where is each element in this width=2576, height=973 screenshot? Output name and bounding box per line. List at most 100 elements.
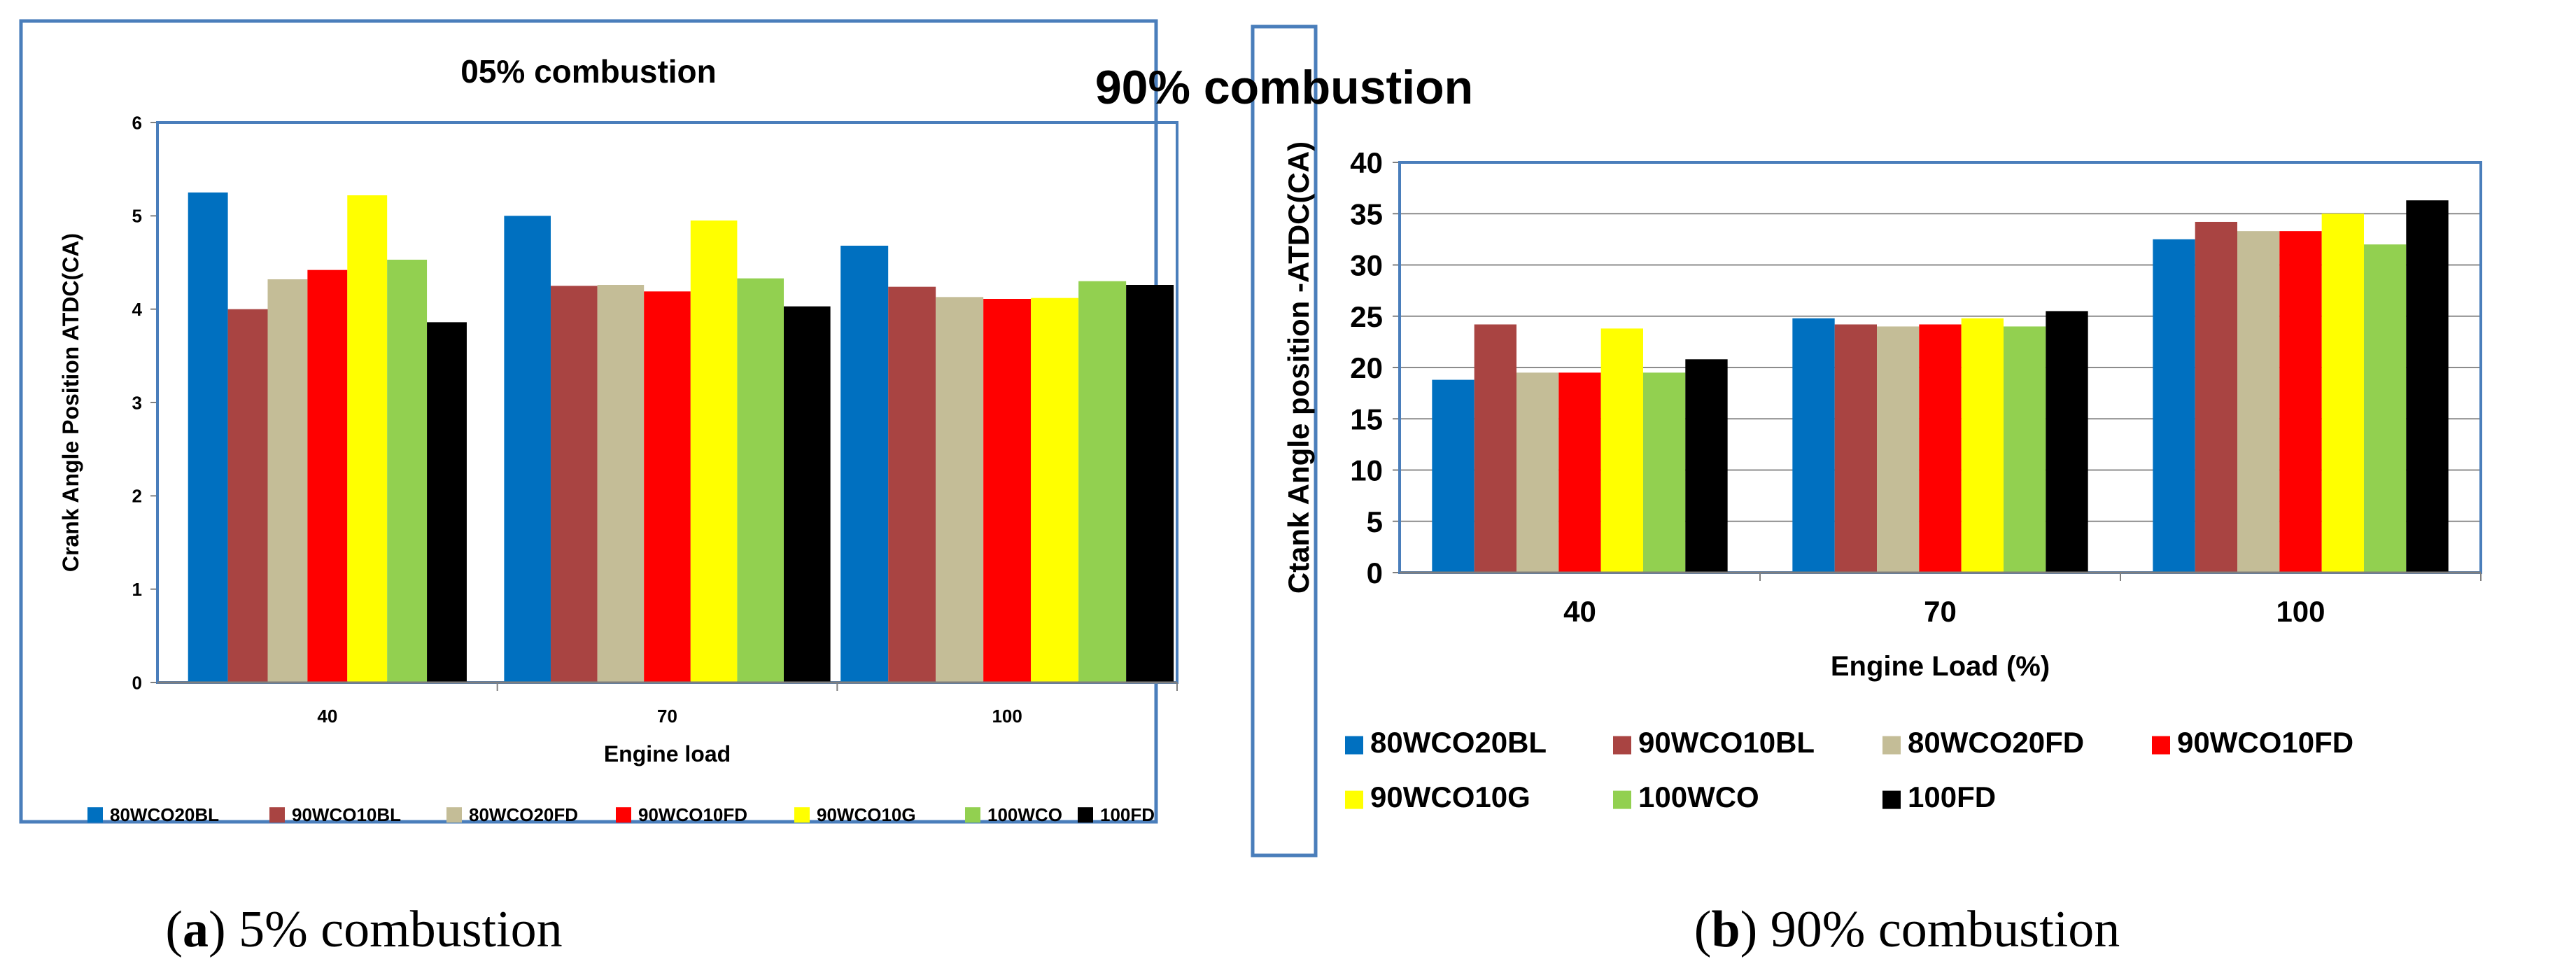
y-tick-label: 1 <box>132 579 142 600</box>
legend-swatch-80WCO20BL <box>87 807 103 823</box>
legend-swatch-90WCO10G <box>1345 790 1363 809</box>
bar-90WCO10G-70 <box>690 220 738 682</box>
chart-title: 90% combustion <box>1095 61 1473 114</box>
y-tick-label: 0 <box>132 672 142 693</box>
bar-80WCO20BL-100 <box>2153 239 2195 573</box>
chart-panel-b: 90% combustion 0 5 10 15 20 25 30 35 40 40 70 100 Eng… <box>1095 24 2482 858</box>
caption-open-paren: ( <box>165 901 183 958</box>
bar-90WCO10BL-100 <box>888 286 936 683</box>
legend-label-90WCO10FD: 90WCO10FD <box>638 804 747 825</box>
legend-swatch-90WCO10FD <box>2152 736 2170 755</box>
legend-swatch-100WCO <box>965 807 980 823</box>
bar-90WCO10FD-100 <box>2279 231 2322 573</box>
y-tick-label: 10 <box>1350 454 1383 487</box>
bar-80WCO20BL-70 <box>504 216 551 682</box>
legend-label-80WCO20FD: 80WCO20FD <box>469 804 578 825</box>
caption-open-paren: ( <box>1694 901 1712 958</box>
legend-label-90WCO10BL: 90WCO10BL <box>1638 726 1815 759</box>
caption-label: b <box>1711 901 1740 958</box>
y-axis-label: Ctank Angle position -ATDC(CA) <box>1282 141 1315 594</box>
bar-100FD-100 <box>1126 285 1174 682</box>
bar-90WCO10G-40 <box>1600 328 1643 573</box>
bar-80WCO20FD-40 <box>1516 372 1559 573</box>
legend-label-80WCO20BL: 80WCO20BL <box>110 804 219 825</box>
chart-title: 05% combustion <box>460 53 717 90</box>
bar-80WCO20BL-70 <box>1792 318 1835 573</box>
bar-90WCO10BL-40 <box>227 309 268 683</box>
bar-100FD-40 <box>1685 359 1728 573</box>
bar-100WCO-100 <box>2363 244 2407 573</box>
y-tick-label: 20 <box>1350 351 1383 384</box>
y-axis-label: Crank Angle Position ATDC(CA) <box>58 233 83 572</box>
bar-100WCO-70 <box>737 278 784 683</box>
bar-80WCO20FD-100 <box>936 297 984 682</box>
caption-label: a <box>183 901 209 958</box>
legend-label-100FD: 100FD <box>1908 780 1996 813</box>
legend-label-80WCO20BL: 80WCO20BL <box>1370 726 1547 759</box>
bar-80WCO20BL-40 <box>1432 379 1474 573</box>
bar-80WCO20FD-70 <box>1877 326 1920 573</box>
x-tick-label: 70 <box>657 706 677 727</box>
bar-90WCO10BL-70 <box>550 286 598 682</box>
y-tick-label: 3 <box>132 392 142 413</box>
bar-90WCO10FD-70 <box>644 291 691 682</box>
bar-100WCO-40 <box>1642 372 1686 573</box>
bar-90WCO10FD-40 <box>307 270 348 683</box>
bar-90WCO10G-100 <box>1031 298 1079 683</box>
y-tick-label: 5 <box>1367 505 1383 538</box>
legend-swatch-90WCO10BL <box>1613 736 1631 755</box>
bar-90WCO10BL-70 <box>1834 324 1878 573</box>
legend-label-90WCO10G: 90WCO10G <box>1370 780 1530 813</box>
legend-swatch-90WCO10FD <box>616 807 631 823</box>
chart-frame <box>1251 24 1318 858</box>
bar-90WCO10BL-100 <box>2195 221 2238 573</box>
bar-80WCO20BL-100 <box>840 246 889 682</box>
bar-100FD-100 <box>2406 200 2449 573</box>
y-tick-label: 5 <box>132 206 142 227</box>
legend-label-100FD: 100FD <box>1100 804 1155 825</box>
legend-label-100WCO: 100WCO <box>1638 780 1759 813</box>
y-tick-label: 15 <box>1350 402 1383 435</box>
y-tick-label: 0 <box>1367 556 1383 589</box>
bar-90WCO10FD-100 <box>983 299 1032 682</box>
bar-90WCO10G-100 <box>2321 214 2364 573</box>
figure-caption: (a) 5% combustion <box>165 901 562 958</box>
x-tick-label: 40 <box>317 706 337 727</box>
bar-90WCO10BL-40 <box>1474 324 1517 573</box>
bar-90WCO10G-40 <box>347 195 388 682</box>
y-tick-label: 30 <box>1350 249 1383 282</box>
y-tick-label: 35 <box>1350 197 1383 230</box>
x-axis-label: Engine load <box>604 741 731 766</box>
bar-100FD-40 <box>427 322 467 682</box>
legend-label-90WCO10FD: 90WCO10FD <box>2177 726 2353 759</box>
legend-swatch-90WCO10BL <box>269 807 285 823</box>
x-axis-label: Engine Load (%) <box>1831 651 2050 682</box>
legend-swatch-90WCO10G <box>794 807 810 823</box>
bar-80WCO20FD-70 <box>597 285 645 682</box>
caption-text: ) 5% combustion <box>209 901 563 958</box>
y-tick-label: 6 <box>132 112 142 133</box>
x-tick-label: 100 <box>2276 595 2325 628</box>
bar-100WCO-100 <box>1078 281 1127 683</box>
y-tick-label: 40 <box>1350 146 1383 179</box>
chart-panel-a: 05% combustion 0 1 2 3 4 5 6 40 70 100 Engine load C… <box>19 19 1178 825</box>
legend-label-90WCO10G: 90WCO10G <box>817 804 916 825</box>
y-tick-label: 4 <box>132 299 143 320</box>
legend-label-100WCO: 100WCO <box>987 804 1062 825</box>
bar-80WCO20BL-40 <box>188 192 228 682</box>
legend-swatch-100FD <box>1078 807 1093 823</box>
y-tick-label: 2 <box>132 486 142 507</box>
legend-label-80WCO20FD: 80WCO20FD <box>1908 726 2084 759</box>
bar-90WCO10G-70 <box>1961 318 2004 573</box>
y-tick-label: 25 <box>1350 300 1383 333</box>
bar-100WCO-70 <box>2003 326 2046 573</box>
bar-80WCO20FD-40 <box>267 279 308 682</box>
legend-swatch-80WCO20BL <box>1345 736 1363 755</box>
caption-text: ) 90% combustion <box>1740 901 2120 958</box>
bar-80WCO20FD-100 <box>2237 231 2280 573</box>
bar-100FD-70 <box>2046 311 2088 573</box>
legend-swatch-80WCO20FD <box>1882 736 1901 755</box>
legend-swatch-100FD <box>1882 790 1901 809</box>
x-tick-label: 70 <box>1924 595 1957 628</box>
